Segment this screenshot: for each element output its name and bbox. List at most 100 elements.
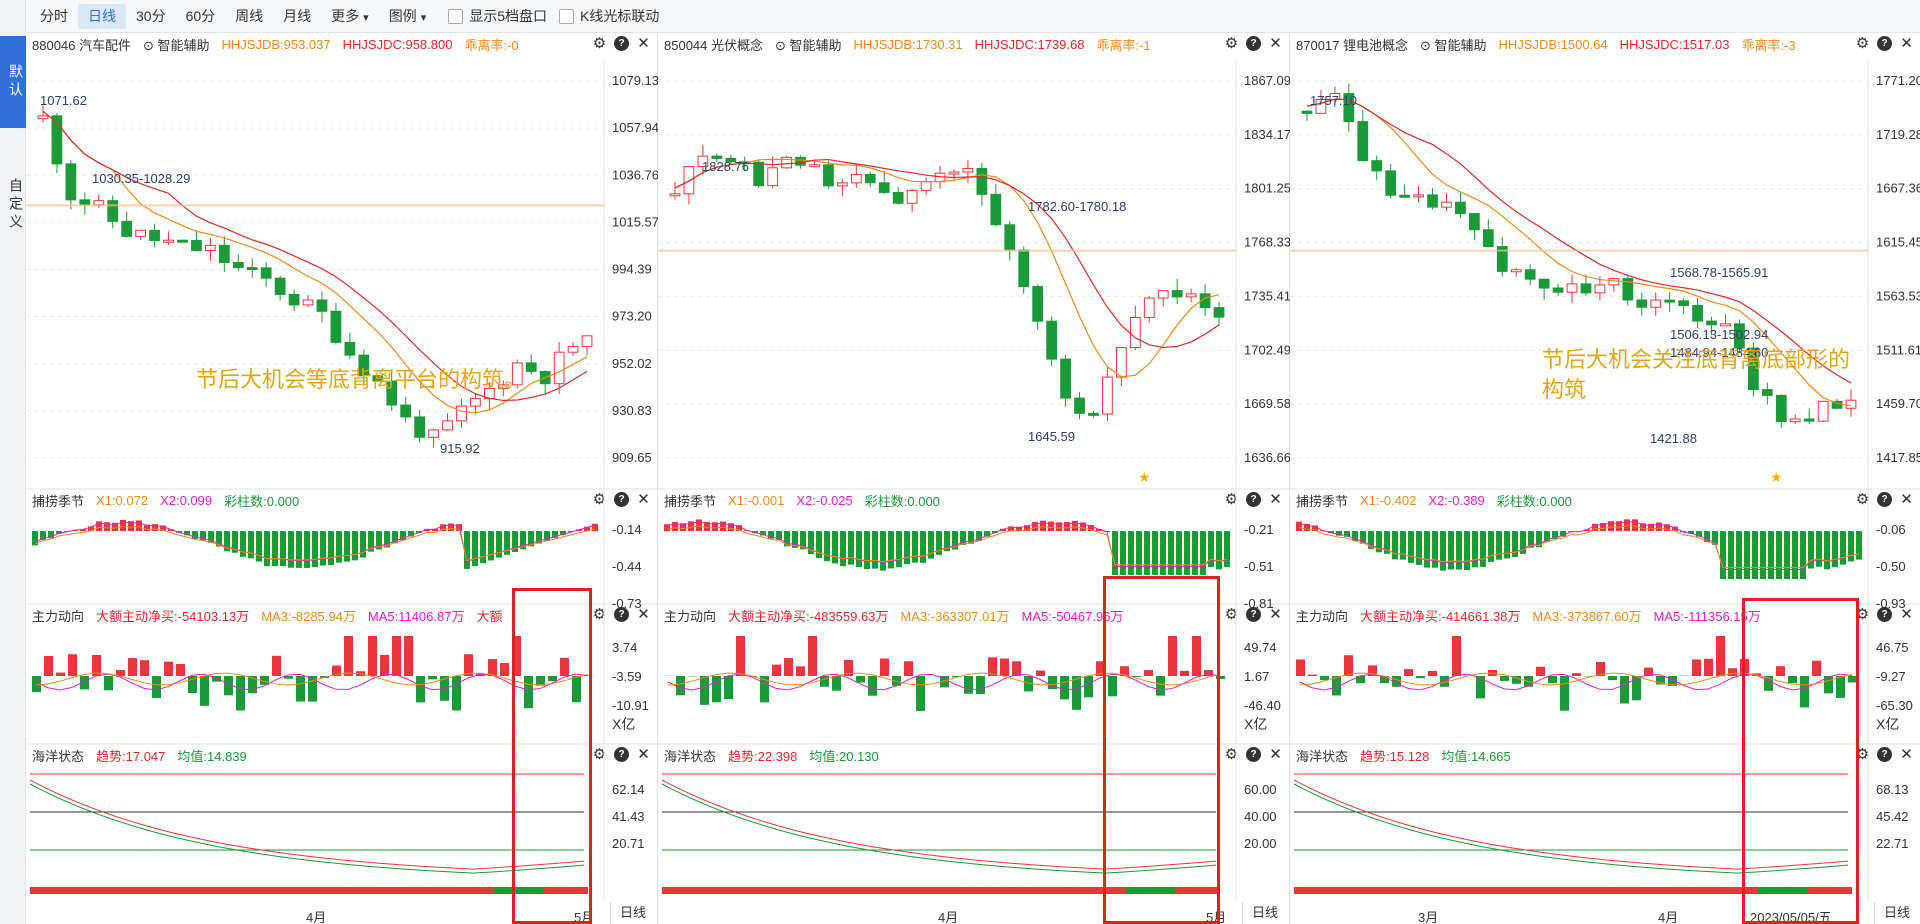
histogram-bar — [272, 531, 278, 567]
legend-dropdown[interactable]: 图例 — [379, 4, 437, 29]
chart-canvas[interactable]: 1771.20 1719.28 1667.36 1615.45 1563.53 1511.… — [1290, 33, 1920, 924]
help-icon[interactable]: ? — [1246, 607, 1261, 622]
smart-assist-label[interactable]: ⊙ 智能辅助 — [775, 37, 842, 53]
help-icon[interactable]: ? — [614, 607, 629, 622]
net-buy-bar — [1000, 658, 1009, 676]
period-tab-daily[interactable]: 日线 — [1242, 902, 1287, 924]
candle-body — [344, 341, 356, 356]
chart-canvas[interactable]: 1867.09 1834.17 1801.25 1768.33 1735.41 1702.… — [658, 33, 1290, 924]
net-buy-bar — [712, 676, 721, 703]
close-icon[interactable]: ✕ — [1269, 491, 1282, 508]
gear-icon[interactable]: ⚙ — [1224, 746, 1239, 763]
histogram-bar — [1720, 531, 1726, 579]
close-icon[interactable]: ✕ — [637, 606, 650, 623]
tab-daily[interactable]: 日线 — [78, 3, 126, 29]
gear-icon[interactable]: ⚙ — [1224, 491, 1239, 508]
candle-body — [1441, 201, 1452, 208]
histogram-bar — [88, 526, 94, 531]
help-icon[interactable]: ? — [614, 747, 629, 762]
tab-30min[interactable]: 30分 — [136, 7, 166, 24]
gear-icon[interactable]: ⚙ — [592, 491, 607, 508]
histogram-bar — [32, 531, 38, 546]
histogram-bar — [736, 525, 742, 531]
gear-icon[interactable]: ⚙ — [592, 606, 607, 623]
gear-icon[interactable]: ⚙ — [1855, 746, 1870, 763]
color-bar-count: 彩柱数:0.000 — [864, 493, 940, 509]
candle-body — [553, 351, 565, 385]
help-icon[interactable]: ? — [1246, 36, 1261, 51]
histogram-bar — [1520, 531, 1526, 554]
ma5-line — [667, 673, 1221, 691]
period-tab-daily[interactable]: 日线 — [1874, 902, 1919, 924]
close-icon[interactable]: ✕ — [1269, 606, 1282, 623]
more-dropdown[interactable]: 更多 — [321, 4, 379, 29]
chart-canvas[interactable]: 1079.13 1057.94 1036.76 1015.57 994.39 973.20… — [26, 33, 658, 924]
indicator-name: 主力动向 — [1296, 608, 1349, 624]
show-5-level-checkbox[interactable]: 显示5档盘口 — [448, 6, 547, 26]
help-icon[interactable]: ? — [1877, 492, 1892, 507]
candle-body — [1720, 323, 1731, 327]
gear-icon[interactable]: ⚙ — [1224, 606, 1239, 623]
histogram-bar — [1440, 531, 1446, 571]
net-buy-value: 大额主动净买:-414661.38万 — [1360, 608, 1521, 624]
candle-body — [288, 293, 300, 306]
gear-icon[interactable]: ⚙ — [1855, 491, 1870, 508]
net-buy-bar — [1512, 676, 1521, 684]
close-icon[interactable]: ✕ — [1269, 35, 1282, 52]
close-icon[interactable]: ✕ — [1900, 491, 1913, 508]
net-buy-bar — [796, 666, 805, 676]
gear-icon[interactable]: ⚙ — [1855, 35, 1870, 52]
side-tab-default[interactable]: 默认 — [0, 36, 26, 128]
price-mark-label: 1568.78-1565.91 — [1670, 265, 1768, 280]
tab-monthly[interactable]: 月线 — [283, 7, 312, 24]
help-icon[interactable]: ? — [614, 36, 629, 51]
net-buy-bar — [880, 658, 889, 676]
help-icon[interactable]: ? — [614, 492, 629, 507]
net-buy-bar — [988, 657, 997, 676]
kline-cursor-link-checkbox[interactable]: K线光标联动 — [559, 6, 659, 26]
net-buy-bar — [904, 661, 913, 676]
histogram-bar — [368, 531, 374, 552]
pane-controls: ⚙? ✕ — [585, 607, 651, 622]
gear-icon[interactable]: ⚙ — [1224, 35, 1239, 52]
cursor-date-label: 2023/05/05/五 — [1750, 910, 1832, 924]
close-icon[interactable]: ✕ — [1900, 746, 1913, 763]
smart-assist-label[interactable]: ⊙ 智能辅助 — [143, 37, 210, 53]
candle-body — [1129, 317, 1141, 349]
instrument-code: 870017 锂电池概念 — [1296, 37, 1408, 53]
smart-assist-label[interactable]: ⊙ 智能辅助 — [1420, 37, 1487, 53]
gear-icon[interactable]: ⚙ — [592, 35, 607, 52]
help-icon[interactable]: ? — [1246, 747, 1261, 762]
gear-icon[interactable]: ⚙ — [592, 746, 607, 763]
tab-weekly[interactable]: 周线 — [235, 7, 264, 24]
ma-line-short — [1306, 98, 1852, 407]
price-axis-label: 1015.57 — [612, 214, 658, 229]
checkbox-label: 显示5档盘口 — [469, 8, 548, 24]
close-icon[interactable]: ✕ — [637, 491, 650, 508]
help-icon[interactable]: ? — [1877, 607, 1892, 622]
candle-body — [581, 335, 593, 347]
period-tab-daily[interactable]: 日线 — [610, 902, 655, 924]
close-icon[interactable]: ✕ — [1900, 606, 1913, 623]
close-icon[interactable]: ✕ — [1900, 35, 1913, 52]
help-icon[interactable]: ? — [1877, 36, 1892, 51]
indicator-axis-label: -46.40 — [1244, 698, 1281, 713]
close-icon[interactable]: ✕ — [637, 746, 650, 763]
help-icon[interactable]: ? — [1877, 747, 1892, 762]
histogram-bar — [832, 531, 838, 564]
close-icon[interactable]: ✕ — [637, 35, 650, 52]
net-buy-bar — [1428, 670, 1437, 676]
gear-icon[interactable]: ⚙ — [1855, 606, 1870, 623]
side-tab-custom[interactable]: 自定义 — [8, 178, 24, 232]
candle-body — [316, 299, 328, 312]
tab-60min[interactable]: 60分 — [185, 7, 216, 24]
histogram-bar — [960, 531, 966, 545]
checkbox-icon — [448, 8, 464, 24]
candle-body — [51, 115, 63, 165]
close-icon[interactable]: ✕ — [1269, 746, 1282, 763]
candle-body — [163, 239, 174, 243]
histogram-bar — [1416, 531, 1422, 565]
tab-fenshi[interactable]: 分时 — [40, 7, 68, 24]
candle-body — [1060, 358, 1071, 399]
help-icon[interactable]: ? — [1246, 492, 1261, 507]
